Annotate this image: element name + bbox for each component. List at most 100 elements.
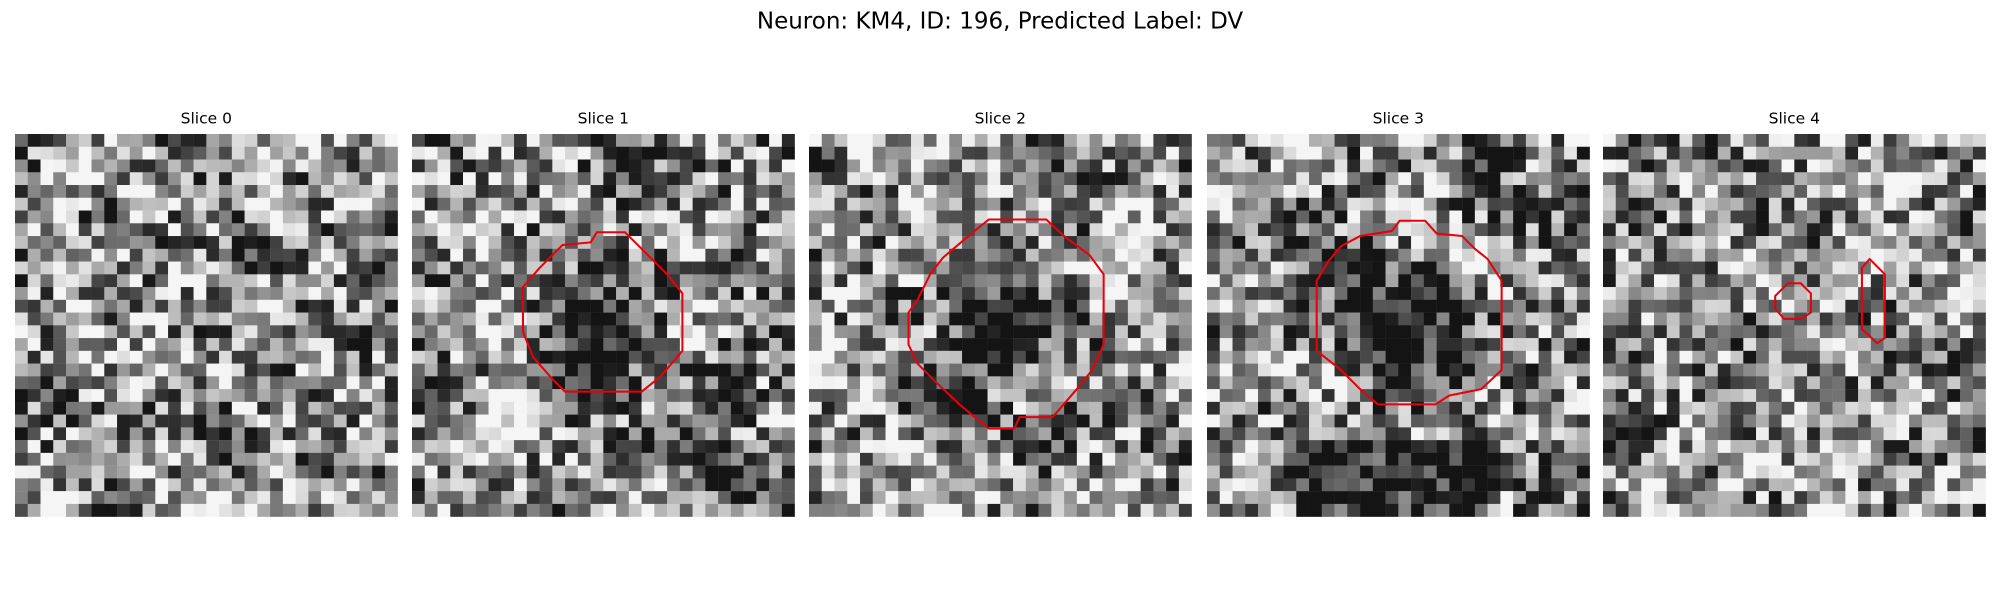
- pixel: [1436, 427, 1450, 441]
- pixel: [718, 287, 732, 301]
- pixel: [809, 261, 822, 275]
- pixel: [1449, 465, 1463, 479]
- pixel: [1462, 146, 1476, 160]
- pixel: [295, 376, 309, 390]
- pixel: [1743, 248, 1757, 262]
- pixel: [1321, 197, 1335, 211]
- pixel: [1385, 185, 1399, 198]
- pixel: [1513, 363, 1527, 377]
- pixel: [219, 248, 233, 262]
- pixel: [180, 210, 194, 224]
- pixel: [1500, 261, 1514, 275]
- pixel: [1525, 503, 1539, 517]
- pixel: [270, 427, 284, 441]
- pixel: [193, 325, 207, 339]
- pixel: [501, 350, 515, 364]
- pixel: [1819, 325, 1833, 339]
- pixel: [412, 350, 425, 364]
- pixel: [308, 440, 322, 454]
- pixel: [1245, 401, 1259, 415]
- pixel: [282, 363, 296, 377]
- pixel: [129, 401, 143, 415]
- pixel: [1166, 491, 1180, 505]
- pixel: [1692, 159, 1706, 173]
- pixel: [1564, 299, 1578, 313]
- pixel: [1883, 389, 1897, 403]
- pixel: [180, 274, 194, 288]
- pixel: [1679, 350, 1693, 364]
- pixel: [667, 491, 681, 505]
- pixel: [1730, 172, 1744, 186]
- pixel: [1000, 338, 1014, 352]
- pixel: [40, 210, 54, 224]
- pixel: [333, 197, 347, 211]
- pixel: [155, 376, 169, 390]
- pixel: [372, 389, 386, 403]
- pixel: [1245, 478, 1259, 492]
- pixel: [1538, 159, 1552, 173]
- pixel: [384, 274, 398, 288]
- pixel: [565, 185, 579, 198]
- pixel: [359, 427, 373, 441]
- pixel: [27, 287, 41, 301]
- pixel: [1076, 325, 1090, 339]
- pixel: [1207, 325, 1220, 339]
- pixel: [1385, 172, 1399, 186]
- pixel: [1960, 440, 1974, 454]
- pixel: [1076, 197, 1090, 211]
- pixel: [333, 478, 347, 492]
- pixel: [1921, 363, 1935, 377]
- pixel: [1347, 197, 1361, 211]
- pixel: [923, 414, 937, 428]
- pixel: [1219, 478, 1233, 492]
- pixel: [1474, 401, 1488, 415]
- pixel: [333, 503, 347, 517]
- pixel: [372, 401, 386, 415]
- pixel: [1768, 440, 1782, 454]
- pixel: [514, 223, 527, 237]
- pixel: [437, 146, 451, 160]
- pixel: [257, 503, 271, 517]
- pixel: [949, 363, 963, 377]
- pixel: [1666, 363, 1680, 377]
- pixel: [1076, 146, 1090, 160]
- pixel: [1934, 185, 1948, 198]
- pixel: [1896, 376, 1910, 390]
- pixel: [78, 299, 92, 313]
- pixel: [1178, 236, 1192, 249]
- pixel: [1115, 491, 1129, 505]
- pixel: [1474, 491, 1488, 505]
- pixel: [1717, 185, 1731, 198]
- pixel: [1947, 338, 1961, 352]
- pixel: [1166, 440, 1180, 454]
- pixel: [40, 440, 54, 454]
- pixel: [590, 350, 604, 364]
- pixel: [1219, 350, 1233, 364]
- pixel: [270, 287, 284, 301]
- pixel: [424, 350, 438, 364]
- pixel: [590, 440, 604, 454]
- pixel: [295, 491, 309, 505]
- pixel: [923, 452, 937, 466]
- pixel: [40, 503, 54, 517]
- pixel: [987, 325, 1001, 339]
- pixel: [1576, 440, 1590, 454]
- pixel: [1166, 478, 1180, 492]
- pixel: [514, 376, 527, 390]
- pixel: [295, 452, 309, 466]
- pixel: [1641, 210, 1655, 224]
- pixel: [1896, 414, 1910, 428]
- pixel: [872, 274, 886, 288]
- pixel: [1474, 376, 1488, 390]
- pixel: [1513, 338, 1527, 352]
- pixel: [231, 503, 245, 517]
- pixel: [526, 159, 540, 173]
- pixel: [1436, 350, 1450, 364]
- pixel: [488, 223, 502, 237]
- pixel: [412, 491, 425, 505]
- pixel: [860, 261, 873, 275]
- pixel: [1283, 236, 1297, 249]
- pixel: [1679, 274, 1693, 288]
- pixel: [1807, 503, 1821, 517]
- pixel: [1679, 440, 1693, 454]
